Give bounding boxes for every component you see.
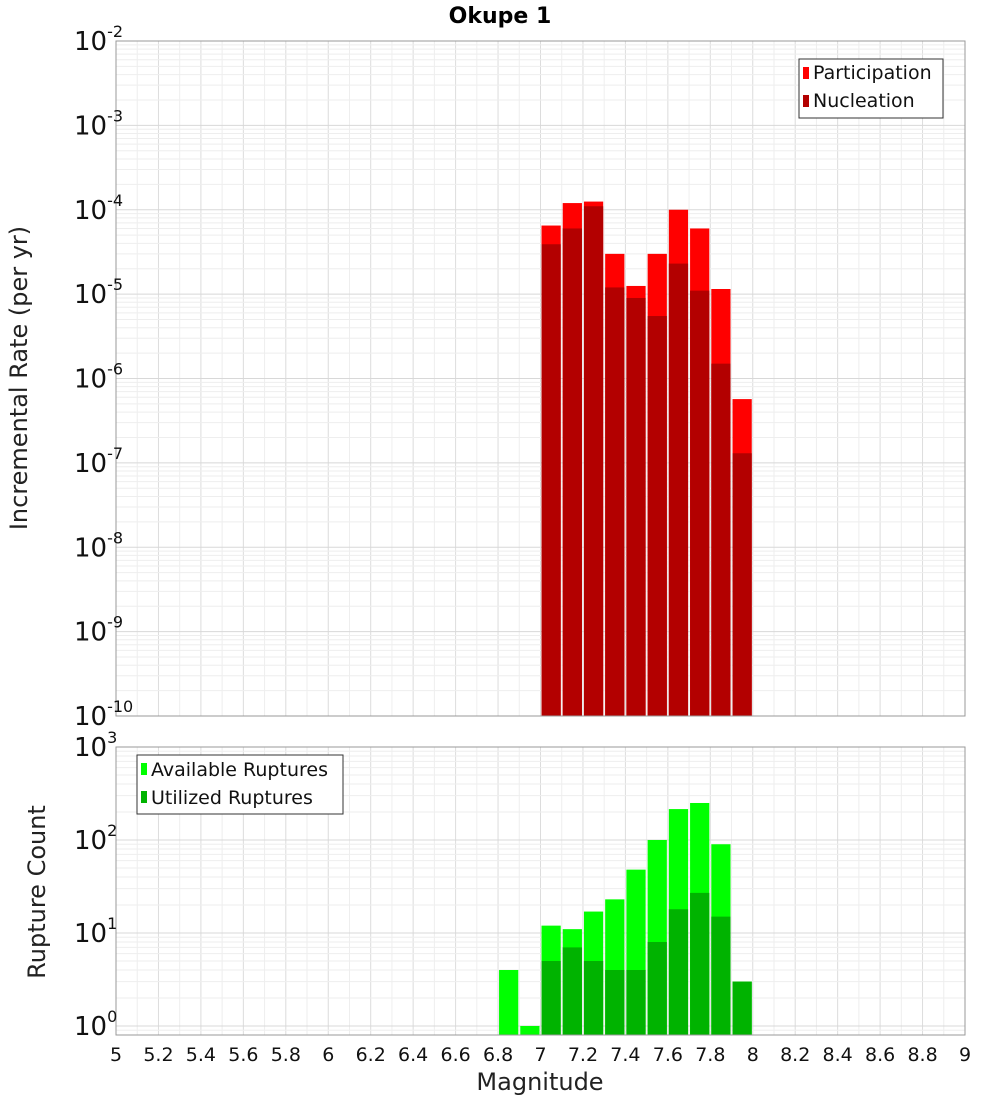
rate-nucleation-bar xyxy=(647,316,667,716)
count-y-tick-label: 103 xyxy=(74,728,117,763)
rate-nucleation-bar xyxy=(690,290,710,716)
x-axis-title: Magnitude xyxy=(476,1068,603,1096)
rate-y-tick-label: 10-2 xyxy=(74,22,123,57)
rate-nucleation-bar xyxy=(583,206,604,716)
count-utilized-ruptures-bar xyxy=(647,942,667,1035)
available-legend-label: Available Ruptures xyxy=(151,759,328,781)
x-tick-label: 5.6 xyxy=(228,1044,258,1066)
count-y-tick-label: 102 xyxy=(74,821,117,856)
count-plot-border xyxy=(115,746,966,1036)
rate-bars xyxy=(541,201,752,717)
rate-legend-box xyxy=(798,58,944,119)
rate-nucleation-bar xyxy=(562,228,582,716)
rate-nucleation-bar xyxy=(605,287,625,716)
x-ticks: 5 5.2 5.4 5.6 5.8 6 6.2 6.4 6.6 6.8 7 7.2 7.4 7.6 7.8 8… xyxy=(110,1044,971,1066)
count-y-axis-title: Rupture Count xyxy=(23,805,51,979)
rate-nucleation-bar xyxy=(668,263,689,716)
x-tick-label: 6 xyxy=(322,1044,334,1066)
count-utilized-ruptures-bar xyxy=(690,892,710,1035)
count-utilized-ruptures-bar xyxy=(562,947,582,1035)
x-tick-label: 9 xyxy=(959,1044,971,1066)
count-utilized-ruptures-bar xyxy=(711,916,731,1035)
x-tick-label: 7.4 xyxy=(610,1044,640,1066)
rate-grid xyxy=(115,40,966,717)
count-legend: Available Ruptures Utilized Ruptures xyxy=(136,754,344,815)
x-tick-label: 7 xyxy=(534,1044,546,1066)
count-utilized-ruptures-bar xyxy=(541,960,561,1035)
rate-y-ticks: 10-2 10-3 10-4 10-5 10-6 10-7 10-8 10-9 10-10 xyxy=(74,22,133,732)
participation-legend-swatch xyxy=(803,67,809,79)
rate-y-tick-label: 10-5 xyxy=(74,275,123,310)
rate-legend: Participation Nucleation xyxy=(798,58,944,119)
nucleation-legend-swatch xyxy=(803,95,809,107)
rate-nucleation-bar xyxy=(711,363,731,716)
count-utilized-ruptures-bar xyxy=(668,909,689,1035)
utilized-legend-swatch xyxy=(141,791,147,803)
chart-title: Okupe 1 xyxy=(449,4,552,29)
count-y-tick-label: 100 xyxy=(74,1007,117,1042)
count-utilized-ruptures-bar xyxy=(583,960,604,1035)
rate-y-tick-label: 10-3 xyxy=(74,106,123,141)
x-tick-label: 8.8 xyxy=(907,1044,937,1066)
x-tick-label: 7.8 xyxy=(695,1044,725,1066)
rate-panel: 10-2 10-3 10-4 10-5 10-6 10-7 10-8 10-9 10-10 In… xyxy=(5,22,966,732)
rate-y-tick-label: 10-10 xyxy=(74,697,133,732)
x-tick-label: 7.2 xyxy=(568,1044,598,1066)
nucleation-legend-label: Nucleation xyxy=(813,90,915,112)
rate-nucleation-bar xyxy=(541,244,561,717)
x-tick-label: 5.2 xyxy=(143,1044,173,1066)
x-tick-label: 8.4 xyxy=(823,1044,853,1066)
rate-nucleation-bar xyxy=(732,453,752,716)
x-tick-label: 5 xyxy=(110,1044,122,1066)
count-bars xyxy=(499,802,752,1035)
utilized-legend-label: Utilized Ruptures xyxy=(151,787,313,809)
count-utilized-ruptures-bar xyxy=(732,981,752,1035)
rate-y-axis-title: Incremental Rate (per yr) xyxy=(5,226,33,530)
x-tick-label: 8.2 xyxy=(780,1044,810,1066)
available-legend-swatch xyxy=(141,763,147,775)
x-tick-label: 6.4 xyxy=(398,1044,428,1066)
rate-y-tick-label: 10-8 xyxy=(74,528,123,563)
x-tick-label: 5.4 xyxy=(186,1044,216,1066)
rate-nucleation-bar xyxy=(626,297,646,716)
count-available-ruptures-bar xyxy=(520,1025,540,1035)
count-available-ruptures-bar xyxy=(499,969,519,1035)
rate-y-tick-label: 10-6 xyxy=(74,360,123,395)
count-legend-box xyxy=(136,754,344,815)
count-utilized-ruptures-bar xyxy=(626,969,646,1035)
count-utilized-ruptures-bar xyxy=(605,969,625,1035)
rate-y-tick-label: 10-9 xyxy=(74,613,123,648)
x-tick-label: 8.6 xyxy=(865,1044,895,1066)
x-tick-label: 5.8 xyxy=(271,1044,301,1066)
x-tick-label: 7.6 xyxy=(653,1044,683,1066)
rate-y-tick-label: 10-7 xyxy=(74,444,123,479)
rate-y-tick-label: 10-4 xyxy=(74,191,123,226)
count-y-ticks: 103 102 101 100 xyxy=(74,728,117,1042)
x-tick-label: 8 xyxy=(747,1044,759,1066)
x-tick-label: 6.8 xyxy=(483,1044,513,1066)
count-y-tick-label: 101 xyxy=(74,914,117,949)
x-tick-label: 6.6 xyxy=(440,1044,470,1066)
rate-plot-border xyxy=(115,40,966,717)
participation-legend-label: Participation xyxy=(813,62,932,84)
count-panel: 103 102 101 100 5 5.2 5.4 5.6 5.8 6 6.2 6.4 6.6 6.8 7… xyxy=(23,728,971,1096)
x-tick-label: 6.2 xyxy=(356,1044,386,1066)
